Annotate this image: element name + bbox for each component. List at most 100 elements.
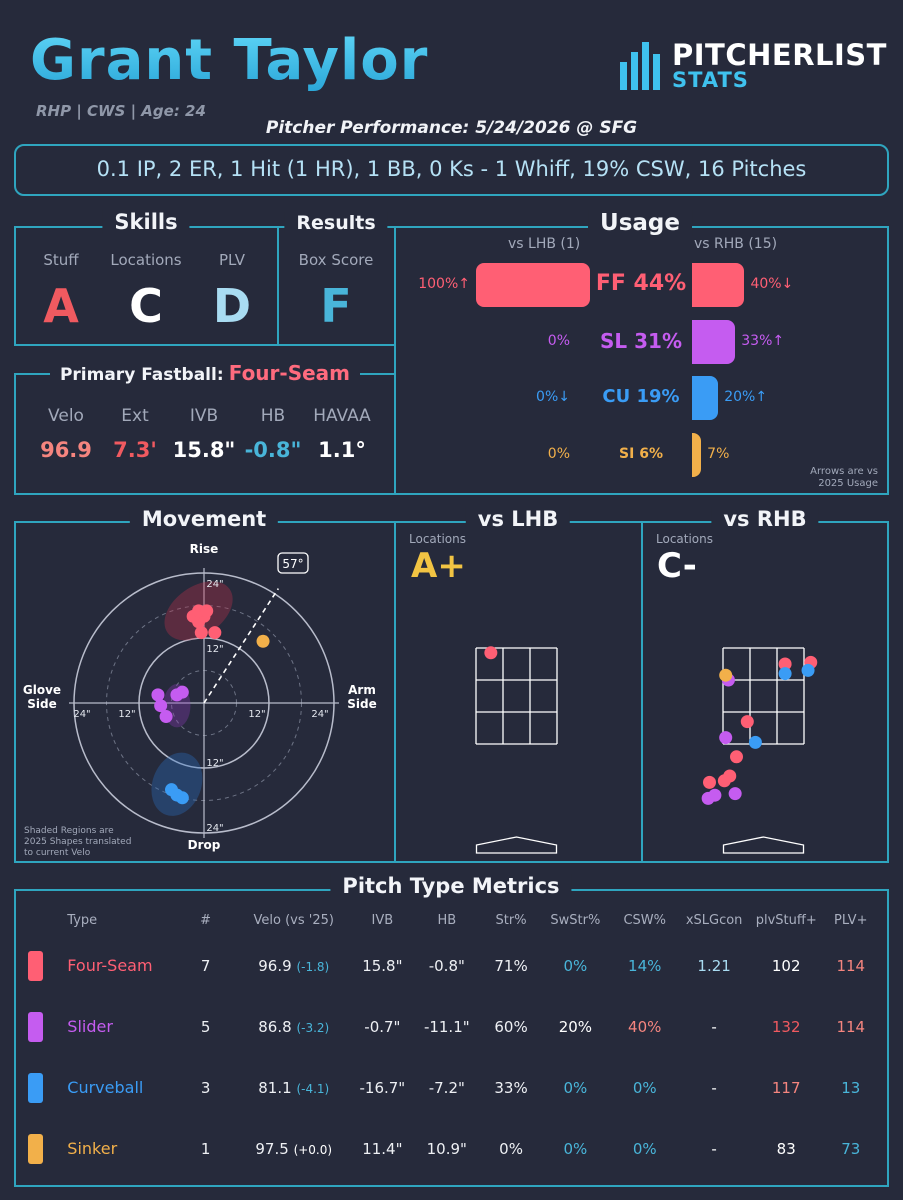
col-header-csw: CSW% <box>623 912 666 928</box>
rhb-point-ff <box>703 775 716 789</box>
fb-label-hb: HB <box>260 406 286 426</box>
glove-side-label: Glove <box>23 683 61 697</box>
pitch-type: Slider <box>67 1017 113 1036</box>
lhb-home-plate <box>475 836 558 854</box>
skill-label-stuff: Stuff <box>43 251 79 269</box>
locations-lhb-plot <box>475 646 558 854</box>
player-info: RHP | CWS | Age: 24 <box>36 102 206 120</box>
pitch-velo: 86.8 (-3.2) <box>235 996 353 1057</box>
metrics-table: Type # Velo (vs '25) IVB HB Str% SwStr% … <box>28 905 878 1179</box>
pitch-swatch-cell <box>28 996 67 1057</box>
rhb-point-ff <box>740 715 754 729</box>
col-header-velo: Velo (vs '25) <box>253 912 334 928</box>
fb-label-ivb: IVB <box>189 406 219 426</box>
lhb-point-ff <box>484 646 498 660</box>
skill-label-locations: Locations <box>110 251 182 269</box>
fb-label-velo: Velo <box>48 406 84 426</box>
rhb-point-cu <box>748 735 762 749</box>
skills-results-divider <box>277 226 279 346</box>
ring-label-left-12: 12" <box>118 709 135 720</box>
skills-title: Skills <box>102 210 190 234</box>
pitch-type: Curveball <box>67 1078 144 1097</box>
primary-fastball-pitch: Four-Seam <box>228 361 351 385</box>
rhb-point-cu <box>801 663 815 677</box>
fb-label-ext: Ext <box>121 406 149 426</box>
usage-lhb-header: vs LHB (1) <box>508 236 581 252</box>
pitch-type: Four-Seam <box>67 956 153 975</box>
pitch-ivb: -0.7" <box>364 1017 401 1036</box>
rhb-point-sl <box>708 788 722 802</box>
pitcherlist-logo: PITCHERLIST STATS <box>620 38 890 94</box>
pitch-swstr: 0% <box>563 956 588 975</box>
pitch-csw: 14% <box>628 956 662 975</box>
pitch-type: Sinker <box>67 1139 118 1158</box>
usage-lhb-pct: 0%↓ <box>536 389 570 405</box>
drop-label: Drop <box>188 838 221 852</box>
rhb-point-ff <box>730 750 743 764</box>
velo-diff: (-1.8) <box>296 959 330 974</box>
arm-side-label-2: Side <box>347 697 376 711</box>
pitch-ivb: -16.7" <box>359 1078 406 1097</box>
rhb-point-ff <box>778 657 792 671</box>
primary-fastball-heading: Primary Fastball: Four-Seam <box>0 361 410 385</box>
pitch-swatch <box>28 950 43 981</box>
pitch-swstr: 20% <box>558 1017 593 1036</box>
arm-side-label: Arm <box>348 683 376 697</box>
ring-label-right-24: 24" <box>311 709 328 720</box>
pitch-str: 33% <box>494 1078 528 1097</box>
pitch-hb: 10.9" <box>426 1139 467 1158</box>
fb-value-ivb: 15.8" <box>172 438 236 462</box>
col-header-xslgcon: xSLGcon <box>685 912 743 928</box>
usage-bar-rhb <box>692 376 719 420</box>
velo-value: 97.5 <box>255 1139 294 1158</box>
col-header-type: Type <box>67 912 98 928</box>
pitch-swatch-cell <box>28 1118 67 1179</box>
ring-label-left-24: 24" <box>73 709 90 720</box>
movement-point-sl <box>151 688 165 702</box>
pitch-velo: 96.9 (-1.8) <box>235 935 353 996</box>
skill-grade-locations: C <box>129 279 163 333</box>
usage-note-2: 2025 Usage <box>818 478 878 489</box>
pitch-swatch <box>28 1133 43 1164</box>
movement-footnote-3: to current Velo <box>24 848 91 858</box>
velo-diff: (-4.1) <box>296 1081 330 1096</box>
logo-top-text: PITCHERLIST <box>672 38 887 72</box>
usage-rhb-pct: 7% <box>707 446 730 462</box>
movement-point-sl <box>154 699 168 713</box>
pitch-plvstuff: 132 <box>771 1017 801 1036</box>
pitch-plvstuff: 83 <box>776 1139 796 1158</box>
velo-diff: (+0.0) <box>293 1142 333 1157</box>
rhb-home-plate <box>722 836 805 854</box>
metrics-title: Pitch Type Metrics <box>330 874 572 898</box>
locations-lhb-title: vs LHB <box>465 507 571 531</box>
pitch-xslgcon: - <box>711 1078 717 1097</box>
movement-point-ff <box>200 604 214 618</box>
locations-lhb-label: Locations <box>409 532 467 546</box>
col-header-count: # <box>200 912 212 928</box>
pitch-str: 71% <box>494 956 528 975</box>
results-label-boxscore: Box Score <box>298 251 374 269</box>
movement-footnote-2: 2025 Shapes translated <box>24 837 131 847</box>
col-header-plv: PLV+ <box>834 912 868 928</box>
col-header-plvstuff: plvStuff+ <box>755 912 817 928</box>
pitch-swatch <box>28 1072 43 1103</box>
locations-rhb-label: Locations <box>656 532 714 546</box>
arm-angle-label: 57° <box>282 557 303 571</box>
results-title: Results <box>284 212 388 234</box>
pitch-velo: 97.5 (+0.0) <box>235 1118 353 1179</box>
ring-label-top-12: 12" <box>206 644 223 655</box>
summary-line: 0.1 IP, 2 ER, 1 Hit (1 HR), 1 BB, 0 Ks -… <box>96 157 807 181</box>
fb-label-havaa: HAVAA <box>313 406 371 426</box>
pitch-count: 7 <box>200 956 211 975</box>
metrics-row: Curveball 3 81.1 (-4.1) -16.7" -7.2" 33% 0% 0% -… <box>28 1057 878 1118</box>
ring-label-top-24: 24" <box>206 579 223 590</box>
metrics-row: Four-Seam 7 96.9 (-1.8) 15.8" -0.8" 71% 0% 14% 1… <box>28 935 878 996</box>
rhb-point-cu <box>778 667 792 681</box>
usage-rhb-pct: 20%↑ <box>724 389 768 405</box>
usage-title: Usage <box>588 210 692 236</box>
pitch-plvstuff: 102 <box>771 956 801 975</box>
usage-bar-rhb <box>692 320 736 364</box>
pitch-plv: 114 <box>836 1017 866 1036</box>
pitch-swatch-cell <box>28 935 67 996</box>
performance-title: Pitcher Performance: 5/24/2026 @ SFG <box>265 118 638 138</box>
